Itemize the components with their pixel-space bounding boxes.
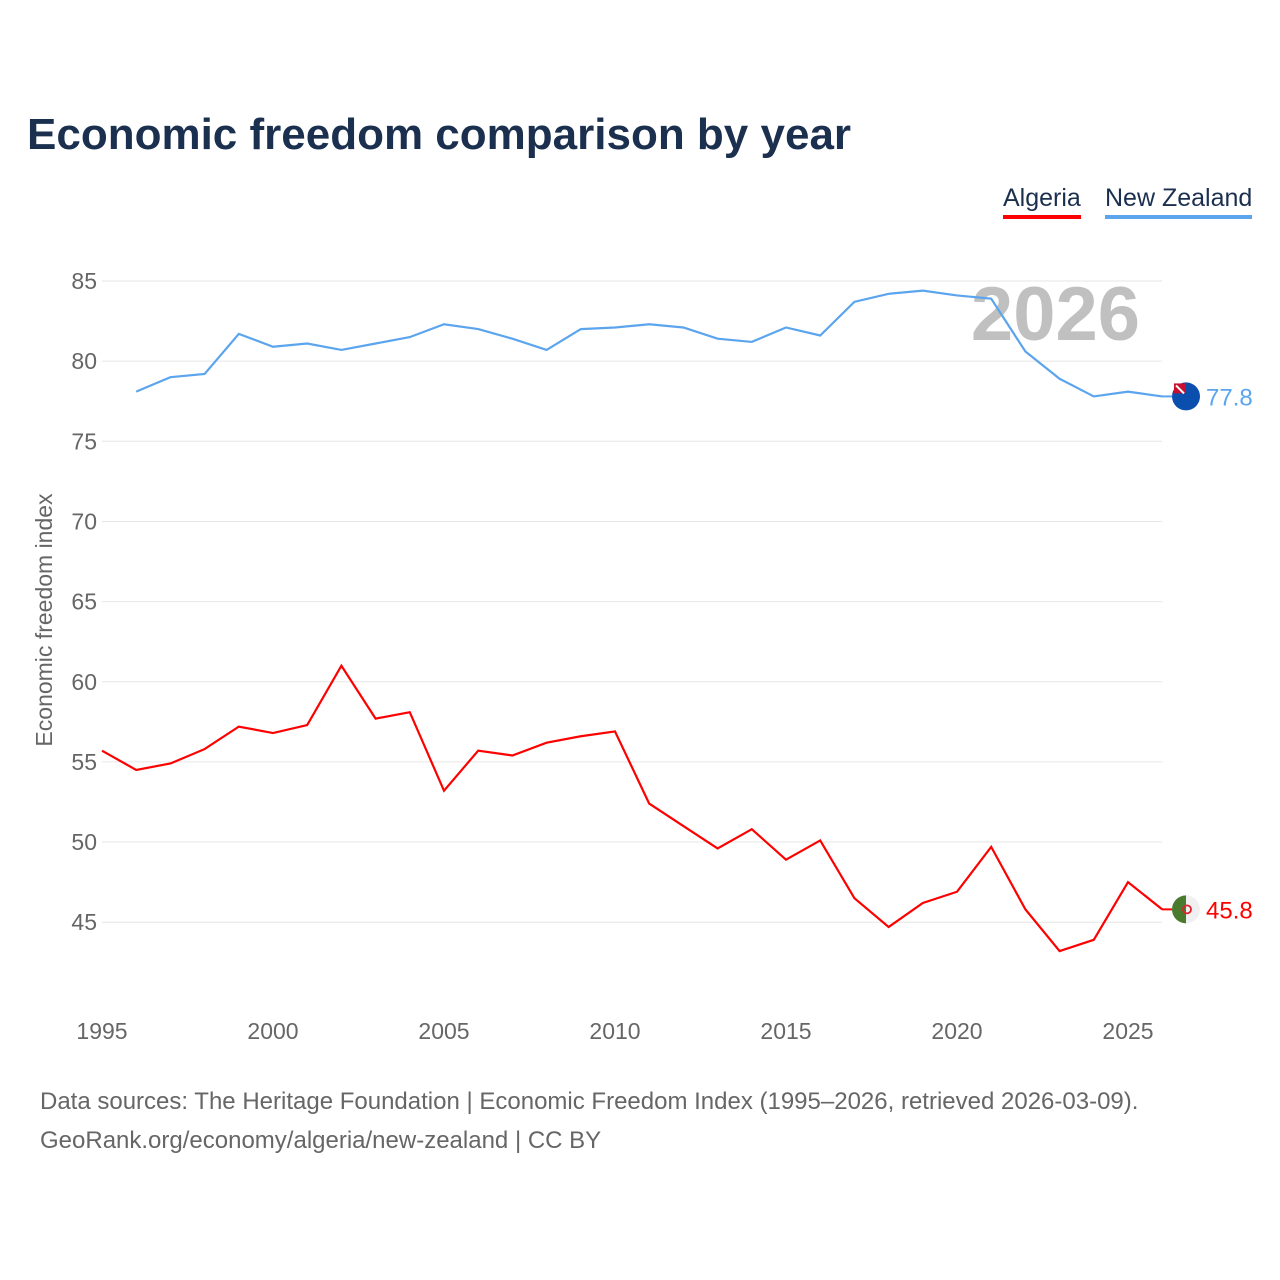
y-tick-label: 45 xyxy=(71,909,97,935)
x-tick-label: 1995 xyxy=(76,1018,127,1044)
end-value-label: 77.8 xyxy=(1206,384,1253,411)
x-tick-label: 2005 xyxy=(418,1018,469,1044)
y-axis-label: Economic freedom index xyxy=(31,493,57,747)
algeria-flag-crescent xyxy=(1182,904,1192,915)
algeria-flag-green xyxy=(1172,895,1186,924)
x-tick-label: 2000 xyxy=(247,1018,298,1044)
x-tick-label: 2025 xyxy=(1102,1018,1153,1044)
legend-algeria[interactable]: Algeria xyxy=(1003,184,1081,219)
x-tick-label: 2020 xyxy=(931,1018,982,1044)
footer-sources: Data sources: The Heritage Foundation | … xyxy=(40,1088,1139,1115)
y-tick-label: 60 xyxy=(71,669,97,695)
y-tick-label: 85 xyxy=(71,268,97,294)
y-tick-label: 65 xyxy=(71,589,97,615)
y-tick-label: 50 xyxy=(71,829,97,855)
x-tick-label: 2010 xyxy=(589,1018,640,1044)
y-tick-label: 80 xyxy=(71,348,97,374)
footer-link[interactable]: GeoRank.org/economy/algeria/new-zealand … xyxy=(40,1127,602,1154)
new-zealand-flag-cross xyxy=(1175,384,1185,395)
series-line-algeria xyxy=(101,663,1163,953)
chart-title: Economic freedom comparison by year xyxy=(27,110,852,159)
series-line-new-zealand xyxy=(135,289,1163,398)
y-tick-label: 75 xyxy=(71,428,97,454)
year-watermark: 2026 xyxy=(971,272,1140,357)
x-tick-label: 2015 xyxy=(760,1018,811,1044)
legend-new-zealand[interactable]: New Zealand xyxy=(1105,184,1253,219)
end-value-label: 45.8 xyxy=(1206,897,1253,924)
y-tick-label: 70 xyxy=(71,508,97,534)
y-tick-label: 55 xyxy=(71,749,97,775)
